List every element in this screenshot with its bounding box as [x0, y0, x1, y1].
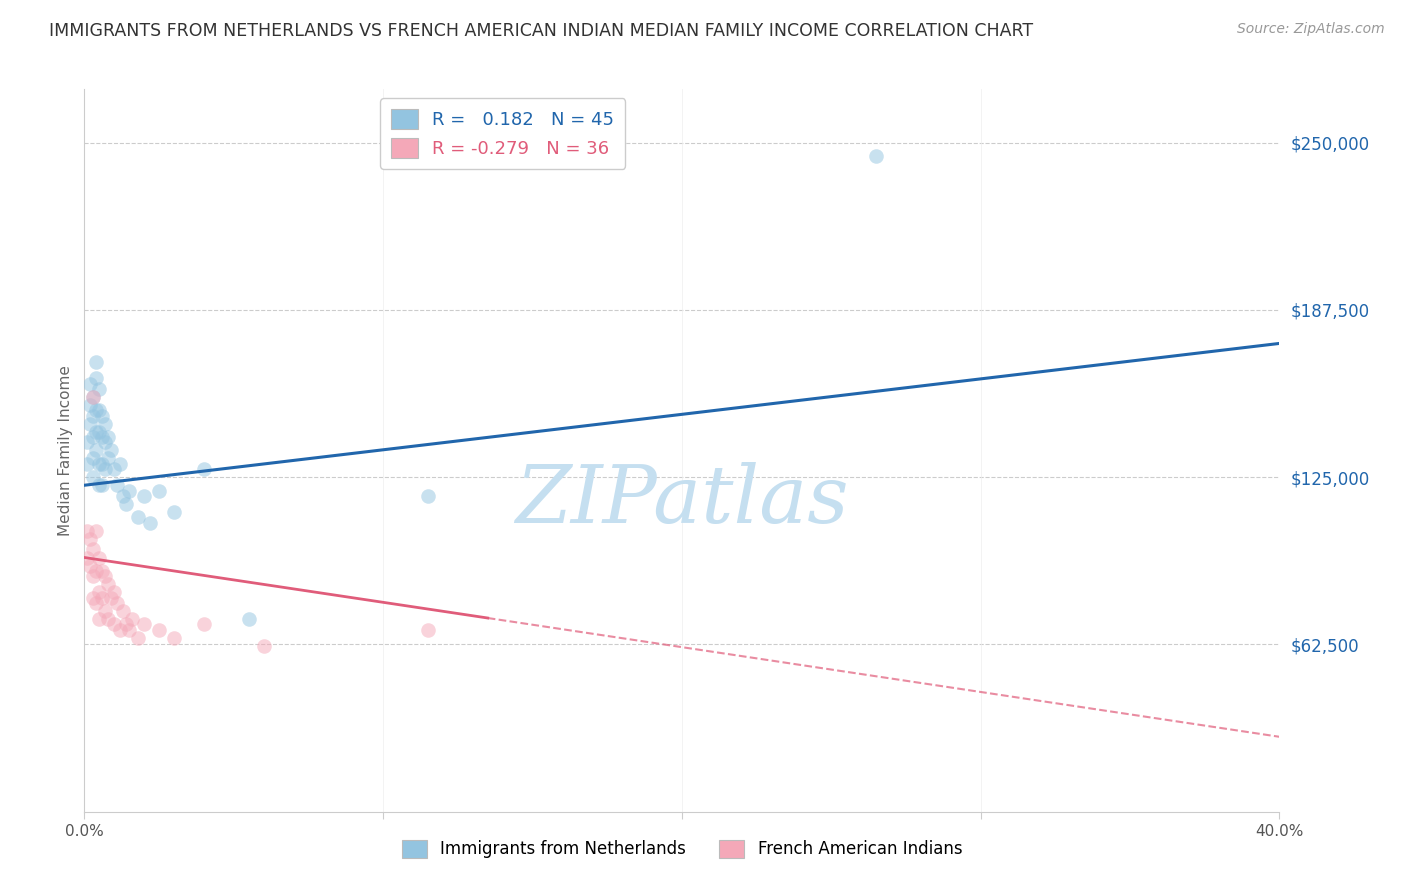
Point: [89, 478, 111, 492]
Point: [89, 612, 111, 626]
Point: [94, 435, 117, 450]
Point: [132, 617, 156, 632]
Point: [97, 451, 120, 466]
Point: [91, 457, 114, 471]
Point: [91, 430, 114, 444]
Point: [238, 612, 260, 626]
Point: [76, 457, 98, 471]
Point: [76, 435, 98, 450]
Point: [97, 612, 120, 626]
Point: [79, 558, 101, 573]
Text: IMMIGRANTS FROM NETHERLANDS VS FRENCH AMERICAN INDIAN MEDIAN FAMILY INCOME CORRE: IMMIGRANTS FROM NETHERLANDS VS FRENCH AM…: [49, 22, 1033, 40]
Point: [76, 524, 98, 538]
Point: [115, 617, 138, 632]
Point: [86, 425, 108, 439]
Point: [127, 510, 149, 524]
Text: ZIPatlas: ZIPatlas: [515, 462, 849, 540]
Point: [86, 443, 108, 458]
Point: [121, 612, 143, 626]
Point: [110, 623, 132, 637]
Point: [416, 489, 439, 503]
Point: [118, 623, 141, 637]
Point: [139, 516, 162, 530]
Point: [112, 604, 135, 618]
Point: [79, 532, 101, 546]
Point: [79, 398, 101, 412]
Point: [89, 403, 111, 417]
Text: Source: ZipAtlas.com: Source: ZipAtlas.com: [1237, 22, 1385, 37]
Point: [110, 457, 132, 471]
Point: [193, 617, 215, 632]
Point: [148, 623, 170, 637]
Point: [82, 591, 104, 605]
Point: [103, 617, 125, 632]
Point: [97, 577, 120, 591]
Point: [105, 478, 128, 492]
Point: [82, 451, 104, 466]
Point: [163, 505, 186, 519]
Point: [91, 591, 114, 605]
Point: [865, 149, 887, 163]
Point: [103, 585, 125, 599]
Point: [91, 564, 114, 578]
Point: [86, 371, 108, 385]
Point: [253, 639, 276, 653]
Point: [86, 596, 108, 610]
Point: [105, 596, 128, 610]
Point: [82, 542, 104, 557]
Point: [103, 462, 125, 476]
Point: [89, 457, 111, 471]
Point: [163, 631, 186, 645]
Point: [132, 489, 156, 503]
Point: [86, 524, 108, 538]
Point: [97, 430, 120, 444]
Point: [91, 478, 114, 492]
Legend: Immigrants from Netherlands, French American Indians: Immigrants from Netherlands, French Amer…: [392, 830, 972, 869]
Point: [82, 430, 104, 444]
Y-axis label: Median Family Income: Median Family Income: [58, 365, 73, 536]
Point: [89, 585, 111, 599]
Point: [82, 390, 104, 404]
Point: [127, 631, 149, 645]
Point: [148, 483, 170, 498]
Point: [82, 569, 104, 583]
Point: [86, 355, 108, 369]
Point: [416, 623, 439, 637]
Point: [89, 550, 111, 565]
Point: [112, 489, 135, 503]
Point: [76, 550, 98, 565]
Point: [94, 417, 117, 431]
Point: [118, 483, 141, 498]
Point: [82, 409, 104, 423]
Point: [91, 409, 114, 423]
Point: [94, 604, 117, 618]
Point: [82, 470, 104, 484]
Point: [94, 462, 117, 476]
Point: [100, 443, 122, 458]
Point: [89, 425, 111, 439]
Point: [79, 376, 101, 391]
Point: [82, 390, 104, 404]
Point: [86, 564, 108, 578]
Point: [89, 382, 111, 396]
Point: [193, 462, 215, 476]
Point: [100, 591, 122, 605]
Point: [94, 569, 117, 583]
Point: [115, 497, 138, 511]
Point: [79, 417, 101, 431]
Point: [86, 403, 108, 417]
